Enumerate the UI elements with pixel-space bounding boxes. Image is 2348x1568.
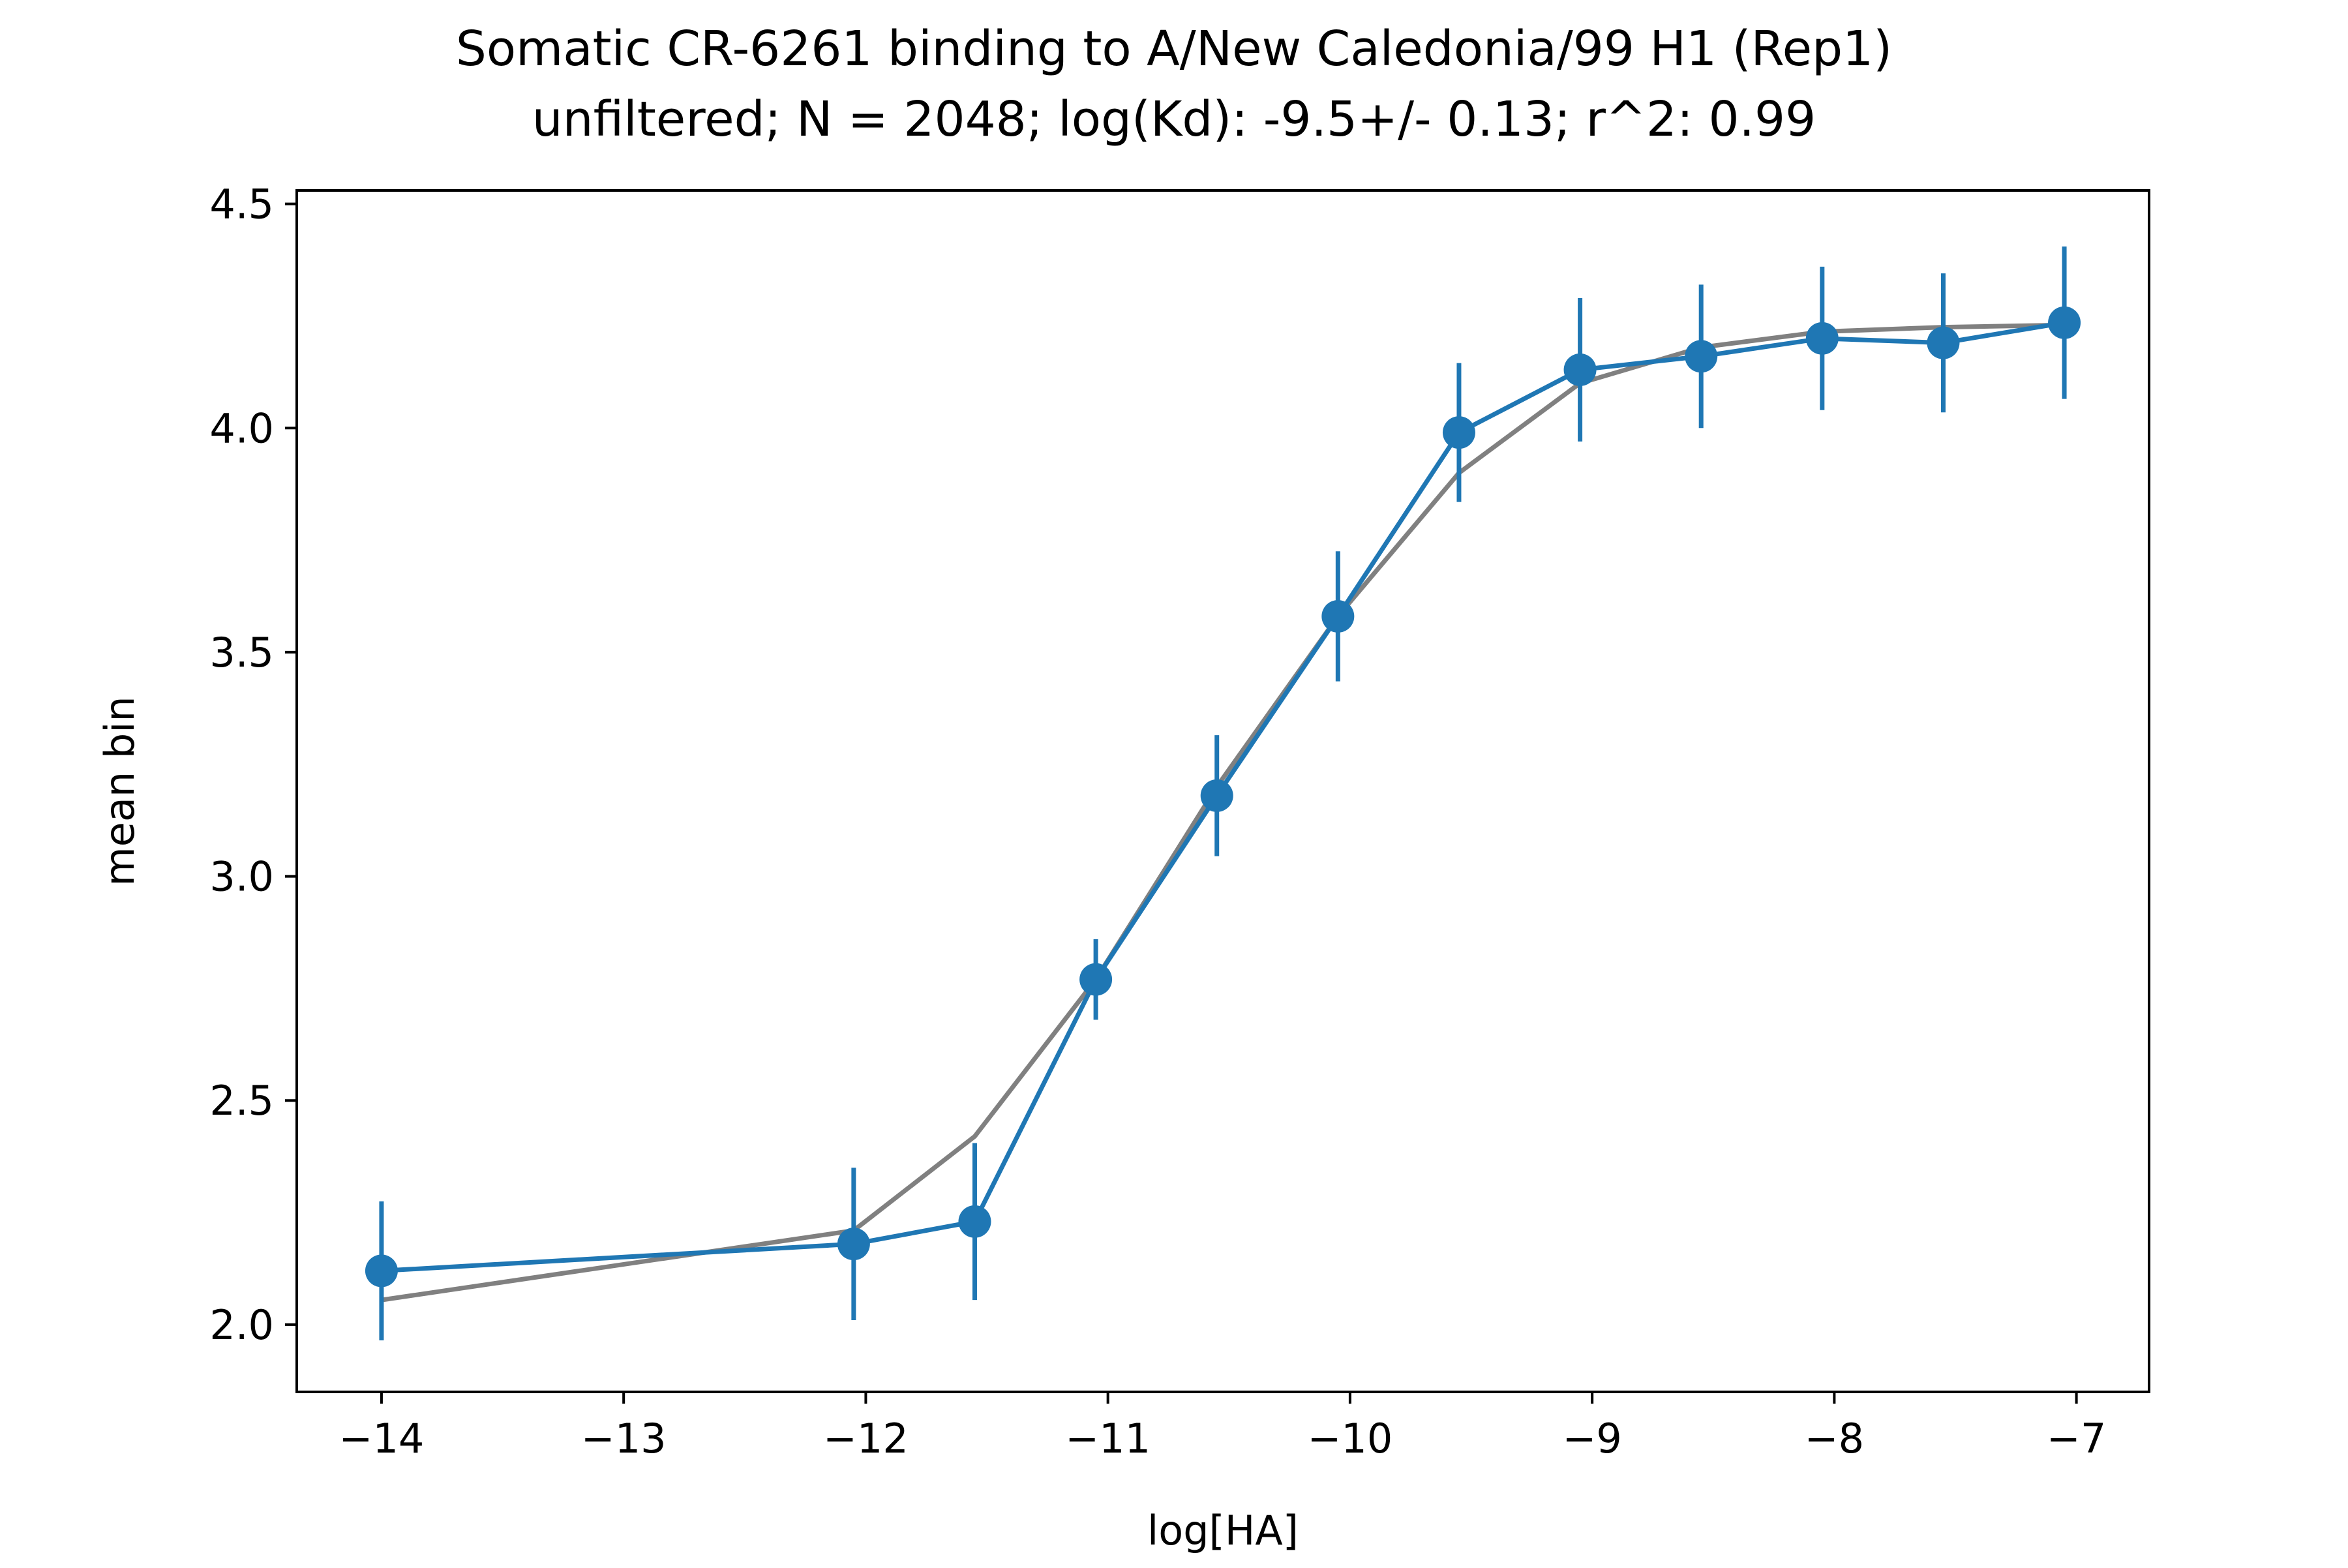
data-point — [958, 1205, 991, 1238]
x-tick-label: −10 — [1307, 1415, 1392, 1462]
data-point — [365, 1254, 398, 1288]
data-line — [381, 320, 2065, 1273]
plot-area — [365, 246, 2081, 1340]
data-point — [1927, 326, 1960, 359]
y-tick-label: 3.5 — [209, 629, 274, 676]
data-point — [1563, 353, 1597, 386]
chart-subtitle: unfiltered; N = 2048; log(Kd): -9.5+/- 0… — [532, 91, 1816, 147]
plot-frame — [295, 189, 2150, 1393]
y-tick-label: 3.0 — [209, 853, 274, 901]
data-point — [837, 1228, 870, 1261]
x-tick-label: −13 — [581, 1415, 667, 1462]
data-point — [1200, 779, 1233, 812]
y-tick-label: 4.5 — [209, 181, 274, 228]
x-tick-label: −7 — [2047, 1415, 2106, 1462]
data-point — [2048, 306, 2081, 339]
y-tick-label: 2.0 — [209, 1301, 274, 1349]
x-tick-label: −8 — [1805, 1415, 1864, 1462]
data-point — [1321, 599, 1355, 633]
x-axis: −14 −13 −12 −11 −10 −9 −8 −7 — [339, 1392, 2106, 1462]
x-axis-label: log[HA] — [1147, 1507, 1299, 1554]
x-tick-label: −12 — [823, 1415, 909, 1462]
y-axis: 2.0 2.5 3.0 3.5 4.0 4.5 — [209, 181, 297, 1349]
x-tick-label: −11 — [1065, 1415, 1151, 1462]
y-axis-label: mean bin — [96, 696, 143, 886]
x-tick-label: −9 — [1562, 1415, 1621, 1462]
data-point — [1805, 322, 1839, 355]
fit-curve — [381, 322, 2065, 1303]
x-tick-label: −14 — [339, 1415, 425, 1462]
y-tick-label: 4.0 — [209, 404, 274, 452]
chart-title: Somatic CR-6261 binding to A/New Caledon… — [456, 21, 1892, 77]
y-tick-label: 2.5 — [209, 1077, 274, 1124]
data-point — [1079, 963, 1113, 996]
data-point — [1442, 416, 1475, 449]
data-point — [1685, 340, 1718, 373]
